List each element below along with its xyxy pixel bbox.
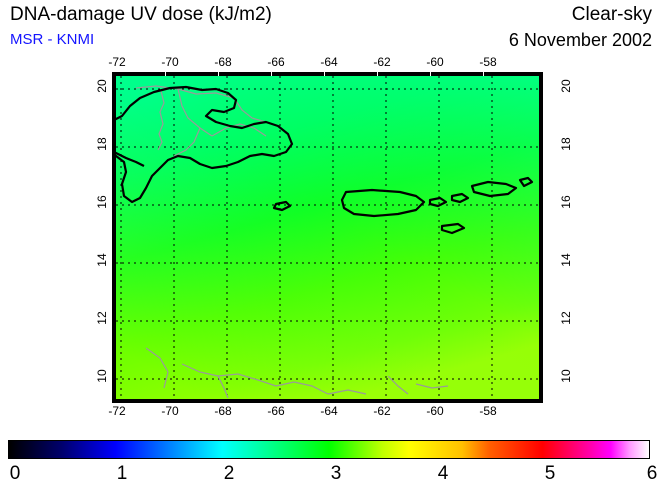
colorbar-label-6: 6 xyxy=(646,463,658,484)
axis-left-tick-1: 18 xyxy=(95,137,109,151)
grid-lines xyxy=(116,76,539,399)
axis-top-tick-5: -62 xyxy=(373,55,391,69)
data-source-label: MSR - KNMI xyxy=(10,31,95,48)
map-graphics xyxy=(116,76,539,399)
sky-condition-label: Clear-sky xyxy=(571,4,652,25)
coastlines xyxy=(116,85,534,235)
axis-bottom-tick-2: -68 xyxy=(214,404,232,418)
axis-top-tick-2: -68 xyxy=(214,55,232,69)
axis-top-tick-3: -66 xyxy=(267,55,285,69)
axis-left-tick-3: 14 xyxy=(95,253,109,267)
axis-bottom-tick-3: -66 xyxy=(267,404,285,418)
axis-left-tick-5: 10 xyxy=(95,369,109,383)
axis-bottom-tick-0: -72 xyxy=(108,404,126,418)
colorbar-label-1: 1 xyxy=(116,463,128,484)
country-borders xyxy=(135,85,449,399)
axis-bottom-tick-7: -58 xyxy=(479,404,497,418)
axis-top-tick-6: -60 xyxy=(426,55,444,69)
date-label: 6 November 2002 xyxy=(508,30,652,50)
axis-right-tick-0: 20 xyxy=(559,79,573,93)
colorbar-label-5: 5 xyxy=(544,463,556,484)
uv-dose-map xyxy=(112,72,543,403)
axis-left-tick-4: 12 xyxy=(95,311,109,325)
axis-bottom-tick-5: -62 xyxy=(373,404,391,418)
axis-right-tick-3: 14 xyxy=(559,253,573,267)
axis-right-tick-2: 16 xyxy=(559,195,573,209)
axis-right-tick-5: 10 xyxy=(559,369,573,383)
axis-top-tick-4: -64 xyxy=(320,55,338,69)
axis-top-tick-7: -58 xyxy=(479,55,497,69)
axis-left-tick-2: 16 xyxy=(95,195,109,209)
uv-dose-field xyxy=(116,76,539,399)
axis-left-tick-0: 20 xyxy=(95,79,109,93)
colorbar-label-0: 0 xyxy=(9,463,21,484)
axis-top-tick-0: -72 xyxy=(108,55,126,69)
field-gradient-overlay xyxy=(116,76,539,399)
colorbar-label-2: 2 xyxy=(223,463,235,484)
colorbar-label-3: 3 xyxy=(330,463,342,484)
axis-bottom-tick-1: -70 xyxy=(161,404,179,418)
map-frame xyxy=(112,72,543,403)
axis-right-tick-4: 12 xyxy=(559,311,573,325)
axis-bottom-tick-6: -60 xyxy=(426,404,444,418)
axis-top-tick-1: -70 xyxy=(161,55,179,69)
colorbar-gradient xyxy=(8,440,650,459)
colorbar-label-4: 4 xyxy=(437,463,449,484)
page-title: DNA-damage UV dose (kJ/m2) xyxy=(10,4,272,25)
colorbar-container: 0 1 2 3 4 5 6 xyxy=(0,430,660,484)
figure-header: DNA-damage UV dose (kJ/m2) MSR - KNMI Cl… xyxy=(0,0,660,58)
axis-bottom-tick-4: -64 xyxy=(320,404,338,418)
axis-right-tick-1: 18 xyxy=(559,137,573,151)
